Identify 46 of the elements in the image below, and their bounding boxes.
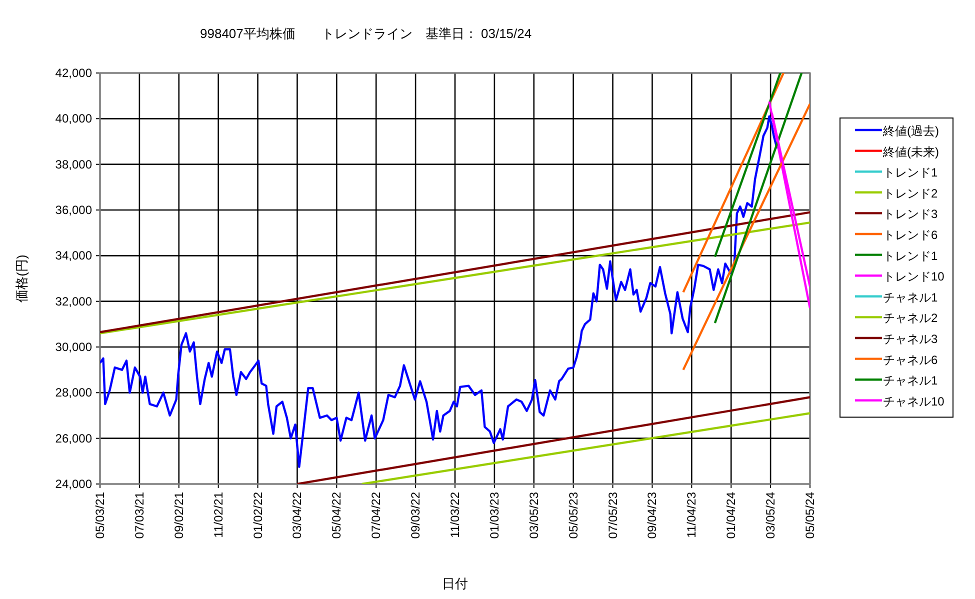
y-tick-label: 34,000 — [55, 248, 92, 263]
y-tick-label: 36,000 — [55, 203, 92, 217]
x-tick-label: 09/02/21 — [172, 492, 186, 539]
legend-label: トレンド6 — [883, 228, 938, 242]
legend-label: トレンド1 — [883, 248, 938, 263]
x-tick-label: 09/03/22 — [408, 492, 423, 539]
y-tick-label: 24,000 — [55, 477, 92, 491]
y-tick-label: 26,000 — [55, 431, 92, 446]
x-tick-label: 03/05/23 — [526, 492, 541, 539]
legend-label: 終値(過去) — [882, 124, 939, 138]
y-tick-label: 42,000 — [55, 66, 92, 80]
legend-label: チャネル10 — [883, 394, 945, 408]
legend-label: チャネル1 — [883, 290, 938, 304]
legend-label: トレンド1 — [883, 166, 938, 180]
x-tick-label: 01/02/22 — [250, 492, 265, 539]
x-tick-label: 03/05/24 — [764, 492, 778, 539]
legend-label: チャネル1 — [883, 374, 938, 388]
y-tick-label: 38,000 — [55, 157, 92, 172]
x-tick-label: 11/03/22 — [448, 492, 462, 538]
x-tick-label: 07/03/21 — [132, 492, 146, 539]
y-tick-label: 32,000 — [55, 294, 92, 308]
legend-label: チャネル2 — [883, 311, 938, 326]
x-tick-label: 07/04/22 — [369, 492, 384, 539]
legend-label: チャネル3 — [883, 332, 938, 346]
legend-label: トレンド3 — [883, 207, 938, 222]
x-tick-label: 01/03/23 — [487, 492, 502, 539]
x-axis-title: 日付 — [442, 576, 468, 591]
legend-label: 終値(未来) — [882, 144, 939, 159]
x-tick-label: 05/05/24 — [803, 492, 817, 539]
x-tick-label: 11/02/21 — [211, 492, 226, 538]
chart-title: 998407平均株価 トレンドライン 基準日： 03/15/24 — [200, 26, 532, 41]
legend-label: チャネル6 — [883, 352, 938, 367]
x-tick-label: 09/04/23 — [645, 492, 660, 539]
y-tick-label: 28,000 — [55, 386, 92, 400]
x-tick-label: 07/05/23 — [606, 492, 620, 539]
y-tick-label: 30,000 — [55, 340, 92, 354]
x-tick-label: 05/04/22 — [330, 492, 344, 539]
x-tick-label: 03/04/22 — [290, 492, 304, 539]
x-tick-label: 05/05/23 — [566, 492, 580, 539]
x-tick-label: 01/04/24 — [724, 492, 738, 539]
legend-label: トレンド10 — [883, 270, 945, 284]
x-tick-label: 05/03/21 — [93, 492, 107, 539]
x-tick-label: 11/04/23 — [684, 492, 699, 538]
y-tick-label: 40,000 — [55, 112, 92, 126]
legend-label: トレンド2 — [883, 186, 938, 200]
y-axis-title: 価格(円) — [14, 254, 29, 302]
